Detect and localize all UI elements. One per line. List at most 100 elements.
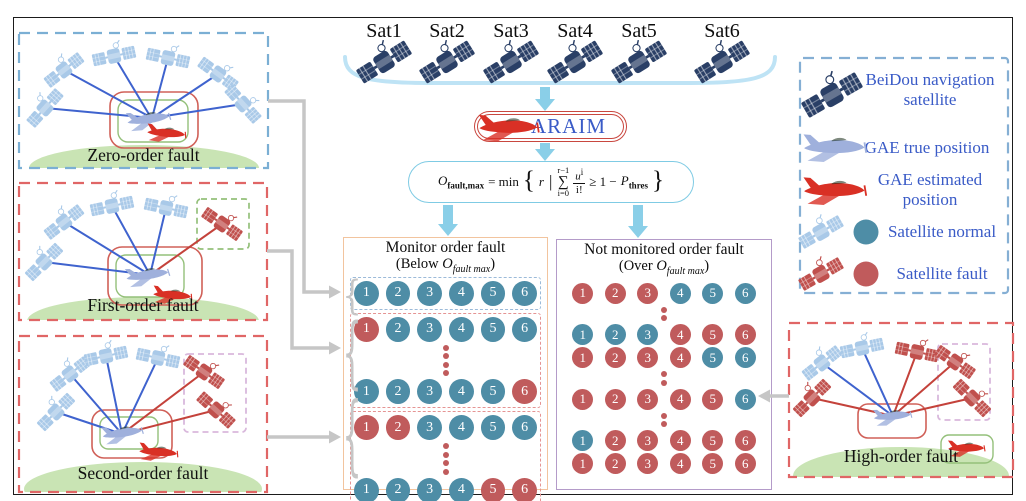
satellite-5-fault-badge: 5: [702, 430, 724, 452]
satellite-1-fault-badge: 1: [572, 282, 594, 304]
satellite-6-fault-badge: 6: [734, 453, 756, 475]
ellipsis-dots: [354, 344, 537, 377]
satellite-6-fault-badge: 6: [734, 324, 756, 346]
satellite-4-fault-badge: 4: [669, 388, 691, 410]
satellite-6-normal-badge: 6: [734, 282, 756, 304]
satellite-label-sat5: Sat5: [621, 20, 657, 42]
araim-box: ARAIM: [474, 111, 627, 142]
dot: [661, 306, 667, 313]
satellite-5-normal-badge: 5: [480, 316, 506, 342]
satellite-1-fault-badge: 1: [572, 453, 594, 475]
formula-r: r: [538, 174, 544, 189]
satellite-5-fault-badge: 5: [702, 324, 724, 346]
dot: [661, 371, 667, 378]
satellite-2-normal-badge: 2: [385, 316, 411, 342]
satellite-4-fault-badge: 4: [669, 453, 691, 475]
formula-close-brace: }: [652, 167, 665, 194]
satellite-4-normal-badge: 4: [449, 477, 474, 501]
dot: [442, 344, 449, 351]
satellite-2-normal-badge: 2: [385, 477, 411, 501]
dot: [442, 353, 449, 360]
formula-bar: |: [548, 172, 553, 191]
legend-label-beidou-satellite: BeiDou navigation satellite: [865, 70, 995, 110]
satellite-1-normal-badge: 1: [353, 477, 379, 501]
dot: [661, 315, 667, 322]
satellite-3-normal-badge: 3: [417, 316, 442, 342]
satellite-label-sat1: Sat1: [366, 20, 402, 42]
satellite-6-fault-badge: 6: [734, 430, 756, 452]
unmonitored-box-title: Not monitored order fault: [584, 241, 744, 258]
satellite-3-fault-badge: 3: [637, 388, 659, 410]
satellite-4-normal-badge: 4: [669, 282, 691, 304]
ellipsis-dots: [557, 306, 771, 322]
ellipsis-dots: [354, 443, 537, 475]
panel-label-first-order: First-order fault: [87, 295, 199, 315]
satellite-1-normal-badge: 1: [572, 324, 594, 346]
legend-label-gae-estimated-position: GAE estimated position: [877, 170, 983, 210]
satellite-5-normal-badge: 5: [702, 347, 724, 369]
dot: [442, 460, 449, 467]
satellite-1-normal-badge: 1: [353, 280, 379, 306]
formula-open-brace: {: [522, 167, 535, 194]
panel-high-order-fault: High-order fault: [789, 323, 1013, 477]
formula-summation: r−1 ∑ i=0: [557, 165, 570, 199]
satellite-2-fault-badge: 2: [604, 453, 626, 475]
dot: [661, 412, 667, 419]
legend-label-satellite-fault: Satellite fault: [896, 264, 988, 283]
panel-label-second-order: Second-order fault: [77, 463, 209, 483]
dot: [442, 451, 449, 458]
formula-fraction: ui i!: [573, 167, 586, 197]
satellite-5-fault-badge: 5: [702, 388, 724, 410]
satellite-6-fault-badge: 6: [512, 379, 538, 405]
satellite-1-fault-badge: 1: [353, 316, 379, 342]
satellite-5-fault-badge: 5: [480, 477, 506, 501]
satellite-2-fault-badge: 2: [604, 388, 626, 410]
satellite-6-normal-badge: 6: [512, 280, 538, 306]
satellite-label-sat4: Sat4: [557, 20, 593, 42]
unmonitored-box-subtitle: (Over Ofault max): [618, 257, 710, 277]
satellite-6-normal-badge: 6: [512, 415, 538, 441]
satellite-1-fault-badge: 1: [353, 415, 379, 441]
satellite-4-fault-badge: 4: [669, 430, 691, 452]
satellite-2-fault-badge: 2: [604, 347, 626, 369]
satellite-3-normal-badge: 3: [417, 415, 442, 441]
satellite-5-fault-badge: 5: [702, 453, 724, 475]
panel-second-order-fault: Second-order fault: [19, 336, 267, 492]
araim-label: ARAIM: [530, 114, 606, 138]
dot: [442, 361, 449, 368]
monitor-box-title: Monitor order fault: [385, 239, 506, 256]
formula-equals-min: = min: [488, 174, 519, 189]
formula-p-thres: Pthres: [620, 173, 649, 191]
satellite-1-fault-badge: 1: [572, 347, 594, 369]
satellite-5-normal-badge: 5: [480, 415, 506, 441]
satellite-1-normal-badge: 1: [572, 430, 594, 452]
satellite-6-normal-badge: 6: [512, 316, 538, 342]
satellite-3-normal-badge: 3: [417, 280, 442, 306]
satellite-2-normal-badge: 2: [385, 280, 411, 306]
formula-lhs: Ofault,max: [437, 173, 485, 191]
not-monitored-order-fault-box: Not monitored order fault (Over Ofault m…: [556, 239, 772, 490]
satellite-3-normal-badge: 3: [417, 379, 442, 405]
satellite-2-fault-badge: 2: [604, 282, 626, 304]
legend-label-gae-true-position: GAE true position: [864, 138, 990, 157]
satellite-6-normal-badge: 6: [734, 347, 756, 369]
dot: [442, 370, 449, 377]
fault-order-formula: Ofault,max = min { r | r−1 ∑ i=0 ui i! ≥…: [408, 161, 694, 203]
dot: [442, 468, 449, 475]
satellite-1-fault-badge: 1: [572, 388, 594, 410]
satellite-3-fault-badge: 3: [637, 347, 659, 369]
formula-rhs: ≥ 1 −: [589, 174, 617, 189]
